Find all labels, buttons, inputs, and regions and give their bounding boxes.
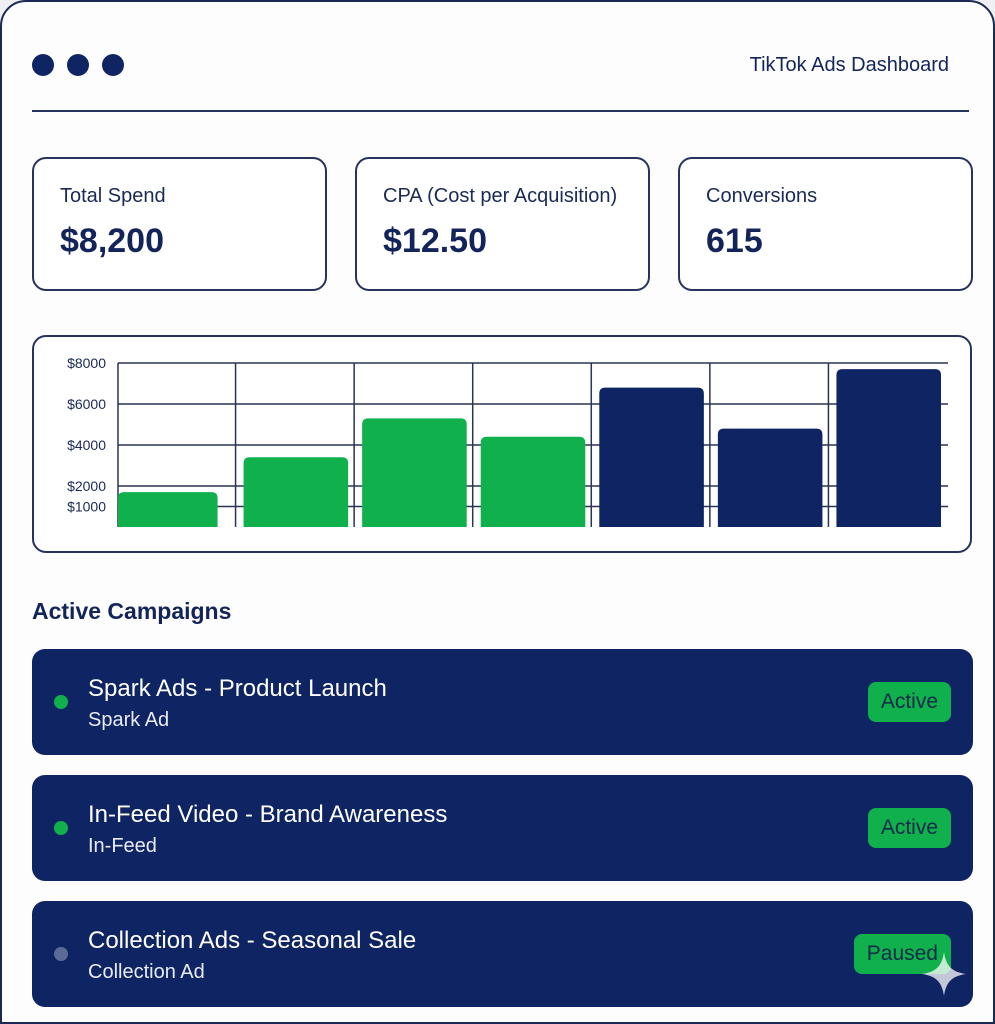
spend-chart-svg: $1000 $2000 $4000 $6000 $8000 [67, 355, 948, 527]
status-badge[interactable]: Paused [853, 934, 951, 974]
window-controls [32, 54, 124, 76]
kpi-value: 615 [706, 222, 763, 260]
sparkle-icon [922, 952, 966, 996]
kpi-label: Total Spend [60, 185, 166, 207]
kpi-value: $12.50 [383, 222, 487, 260]
campaign-row-in-feed-video[interactable]: In-Feed Video - Brand Awareness In-Feed … [32, 775, 973, 881]
kpi-label: Conversions [706, 185, 818, 207]
kpi-card-total-spend: Total Spend $8,200 [32, 157, 327, 291]
chart-bar [362, 418, 467, 527]
status-dot [54, 821, 68, 835]
section-title-active-campaigns: Active Campaigns [32, 598, 232, 624]
kpi-card-cpa: CPA (Cost per Acquisition) $12.50 [355, 157, 650, 291]
window-close-dot[interactable] [32, 54, 54, 76]
chart-bar [243, 457, 349, 527]
kpi-value: $8,200 [60, 222, 164, 260]
campaign-name: Collection Ads - Seasonal Sale [88, 927, 417, 954]
campaign-type: Spark Ad [88, 709, 170, 731]
chart-bar [717, 428, 823, 527]
window-maximize-dot[interactable] [102, 54, 124, 76]
status-dot [54, 947, 68, 961]
kpi-label: CPA (Cost per Acquisition) [383, 185, 618, 207]
chart-bar [480, 436, 586, 527]
y-tick-label: $2000 [67, 478, 106, 494]
window-minimize-dot[interactable] [67, 54, 89, 76]
campaign-type: Collection Ad [88, 961, 205, 983]
chart-bar [836, 369, 941, 527]
y-tick-label: $4000 [67, 437, 106, 453]
campaign-row-spark-ads[interactable]: Spark Ads - Product Launch Spark Ad Acti… [32, 649, 973, 755]
kpi-card-conversions: Conversions 615 [678, 157, 973, 291]
chart-bar [599, 387, 704, 527]
header-divider [32, 110, 969, 112]
status-badge[interactable]: Active [867, 682, 951, 722]
campaign-name: In-Feed Video - Brand Awareness [88, 801, 448, 828]
campaign-row-collection-ads[interactable]: Collection Ads - Seasonal Sale Collectio… [32, 901, 973, 1007]
app-title: TikTok Ads Dashboard [749, 54, 949, 76]
y-tick-label: $8000 [67, 355, 106, 371]
y-tick-label: $1000 [67, 499, 106, 515]
spend-chart: $1000 $2000 $4000 $6000 $8000 [32, 335, 972, 553]
chart-bar [118, 492, 218, 527]
status-badge[interactable]: Active [867, 808, 951, 848]
status-dot [54, 695, 68, 709]
campaign-type: In-Feed [88, 835, 157, 857]
campaign-name: Spark Ads - Product Launch [88, 675, 387, 702]
y-tick-label: $6000 [67, 396, 106, 412]
